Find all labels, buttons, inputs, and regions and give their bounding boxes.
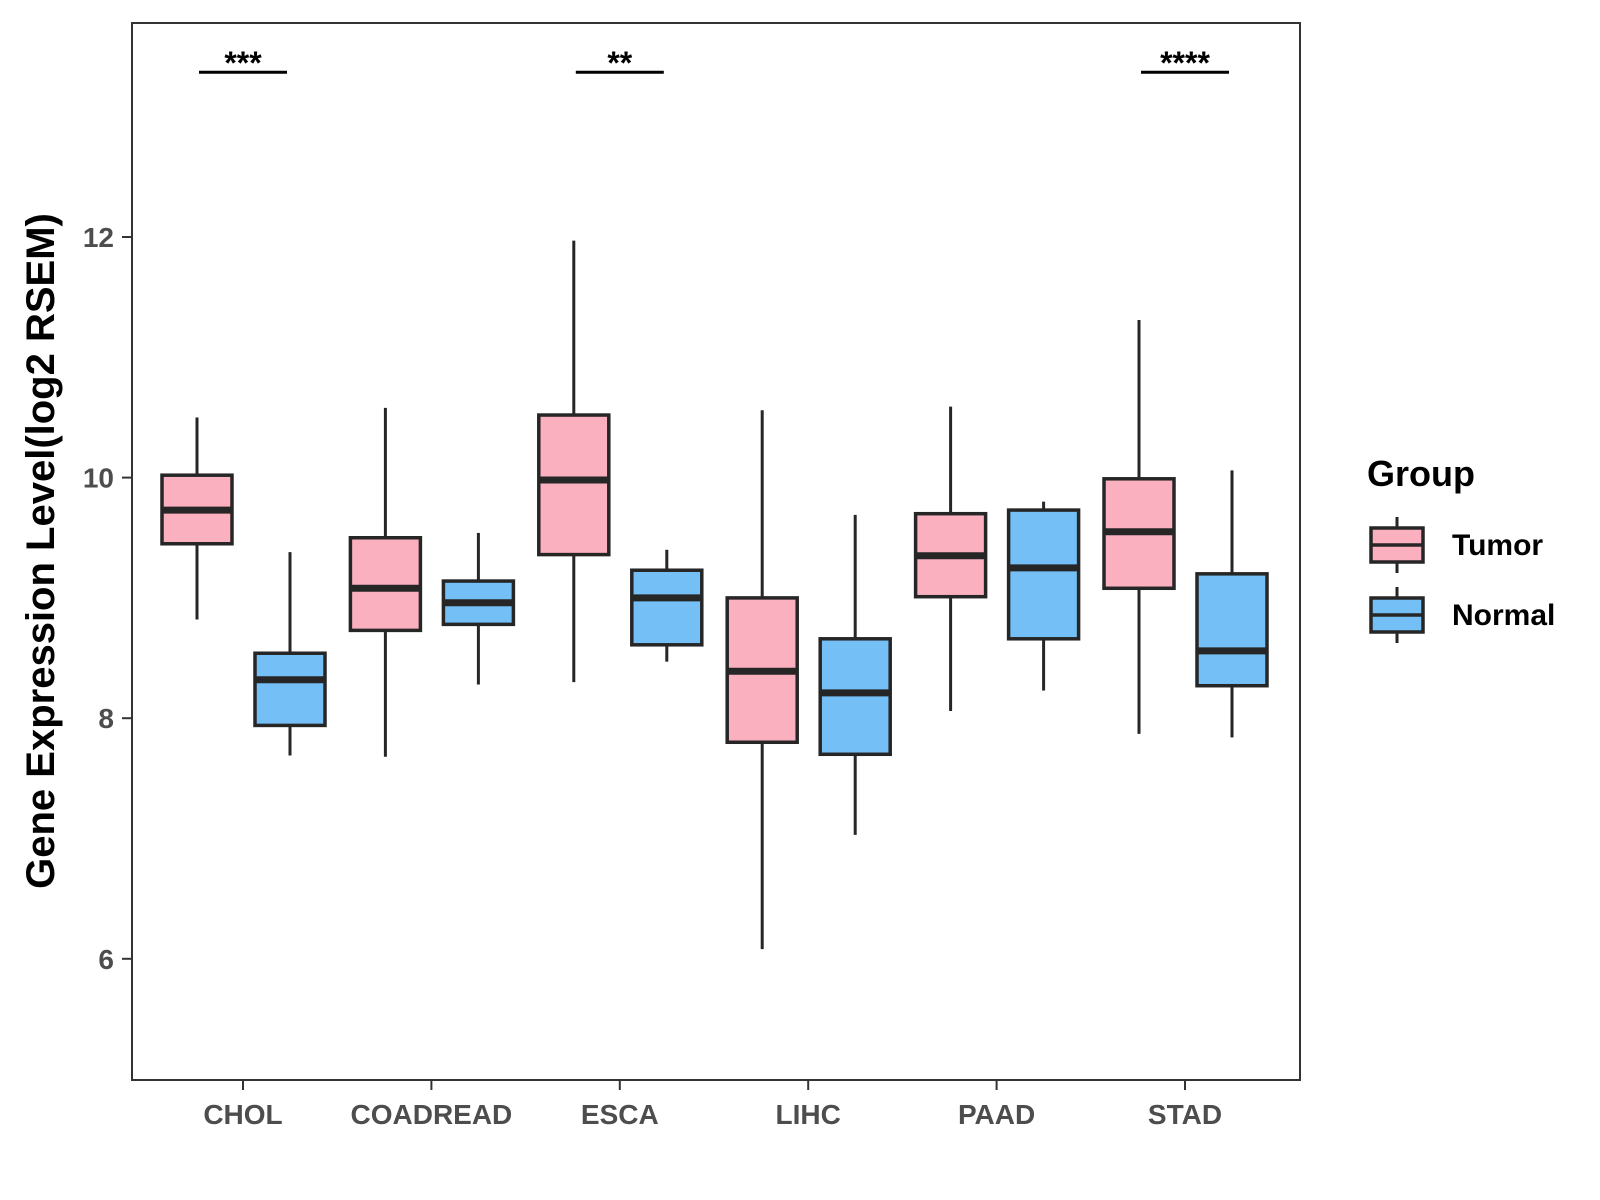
x-tick-label: STAD xyxy=(1148,1099,1222,1130)
y-axis: 6 8 10 12 xyxy=(83,222,132,975)
legend-label: Normal xyxy=(1452,599,1555,632)
box-tumor-paad xyxy=(913,406,988,711)
x-tick-label: CHOL xyxy=(203,1099,282,1130)
box-tumor-lihc xyxy=(725,410,799,950)
significance-esca: ** xyxy=(575,45,664,81)
x-tick-label: ESCA xyxy=(581,1099,659,1130)
y-tick-label: 8 xyxy=(98,703,114,734)
legend-item-normal: Normal xyxy=(1369,587,1555,643)
significance-stad: **** xyxy=(1141,45,1229,81)
significance-label: **** xyxy=(1160,45,1210,81)
box-tumor-stad xyxy=(1102,320,1176,734)
box-normal-chol xyxy=(253,552,327,756)
box-iqr xyxy=(1006,508,1081,641)
box-iqr xyxy=(630,568,704,647)
significance-chol: *** xyxy=(199,45,287,81)
legend-label: Tumor xyxy=(1452,529,1543,562)
y-tick-label: 12 xyxy=(83,222,114,253)
legend: Group Tumor Normal xyxy=(1367,453,1555,643)
box-iqr xyxy=(537,413,611,557)
box-normal-coadread xyxy=(441,532,516,685)
x-tick-label: PAAD xyxy=(958,1099,1035,1130)
box-tumor-coadread xyxy=(348,407,423,757)
y-tick-label: 10 xyxy=(83,463,114,494)
significance-label: *** xyxy=(224,45,262,81)
box-normal-esca xyxy=(630,549,704,662)
box-iqr xyxy=(253,651,327,728)
x-tick-label: COADREAD xyxy=(351,1099,513,1130)
box-normal-stad xyxy=(1195,470,1269,738)
box-tumor-esca xyxy=(537,240,611,683)
legend-item-tumor: Tumor xyxy=(1369,517,1543,573)
box-normal-paad xyxy=(1006,501,1081,691)
significance-layer: *** ** **** xyxy=(199,45,1229,81)
box-iqr xyxy=(348,536,423,633)
y-tick-label: 6 xyxy=(98,944,114,975)
y-axis-title: Gene Expression Level(log2 RSEM) xyxy=(19,213,63,889)
box-iqr xyxy=(818,637,892,757)
plot-panel-border xyxy=(131,22,1301,1081)
legend-entries: Tumor Normal xyxy=(1369,517,1555,643)
boxes-layer xyxy=(160,240,1269,950)
x-axis: CHOL COADREAD ESCA LIHC PAAD STAD xyxy=(203,1080,1222,1130)
legend-title: Group xyxy=(1367,453,1475,494)
box-tumor-chol xyxy=(160,417,234,620)
box-normal-lihc xyxy=(818,514,892,835)
box-iqr xyxy=(1195,572,1269,688)
x-tick-label: LIHC xyxy=(776,1099,841,1130)
significance-label: ** xyxy=(607,45,632,81)
